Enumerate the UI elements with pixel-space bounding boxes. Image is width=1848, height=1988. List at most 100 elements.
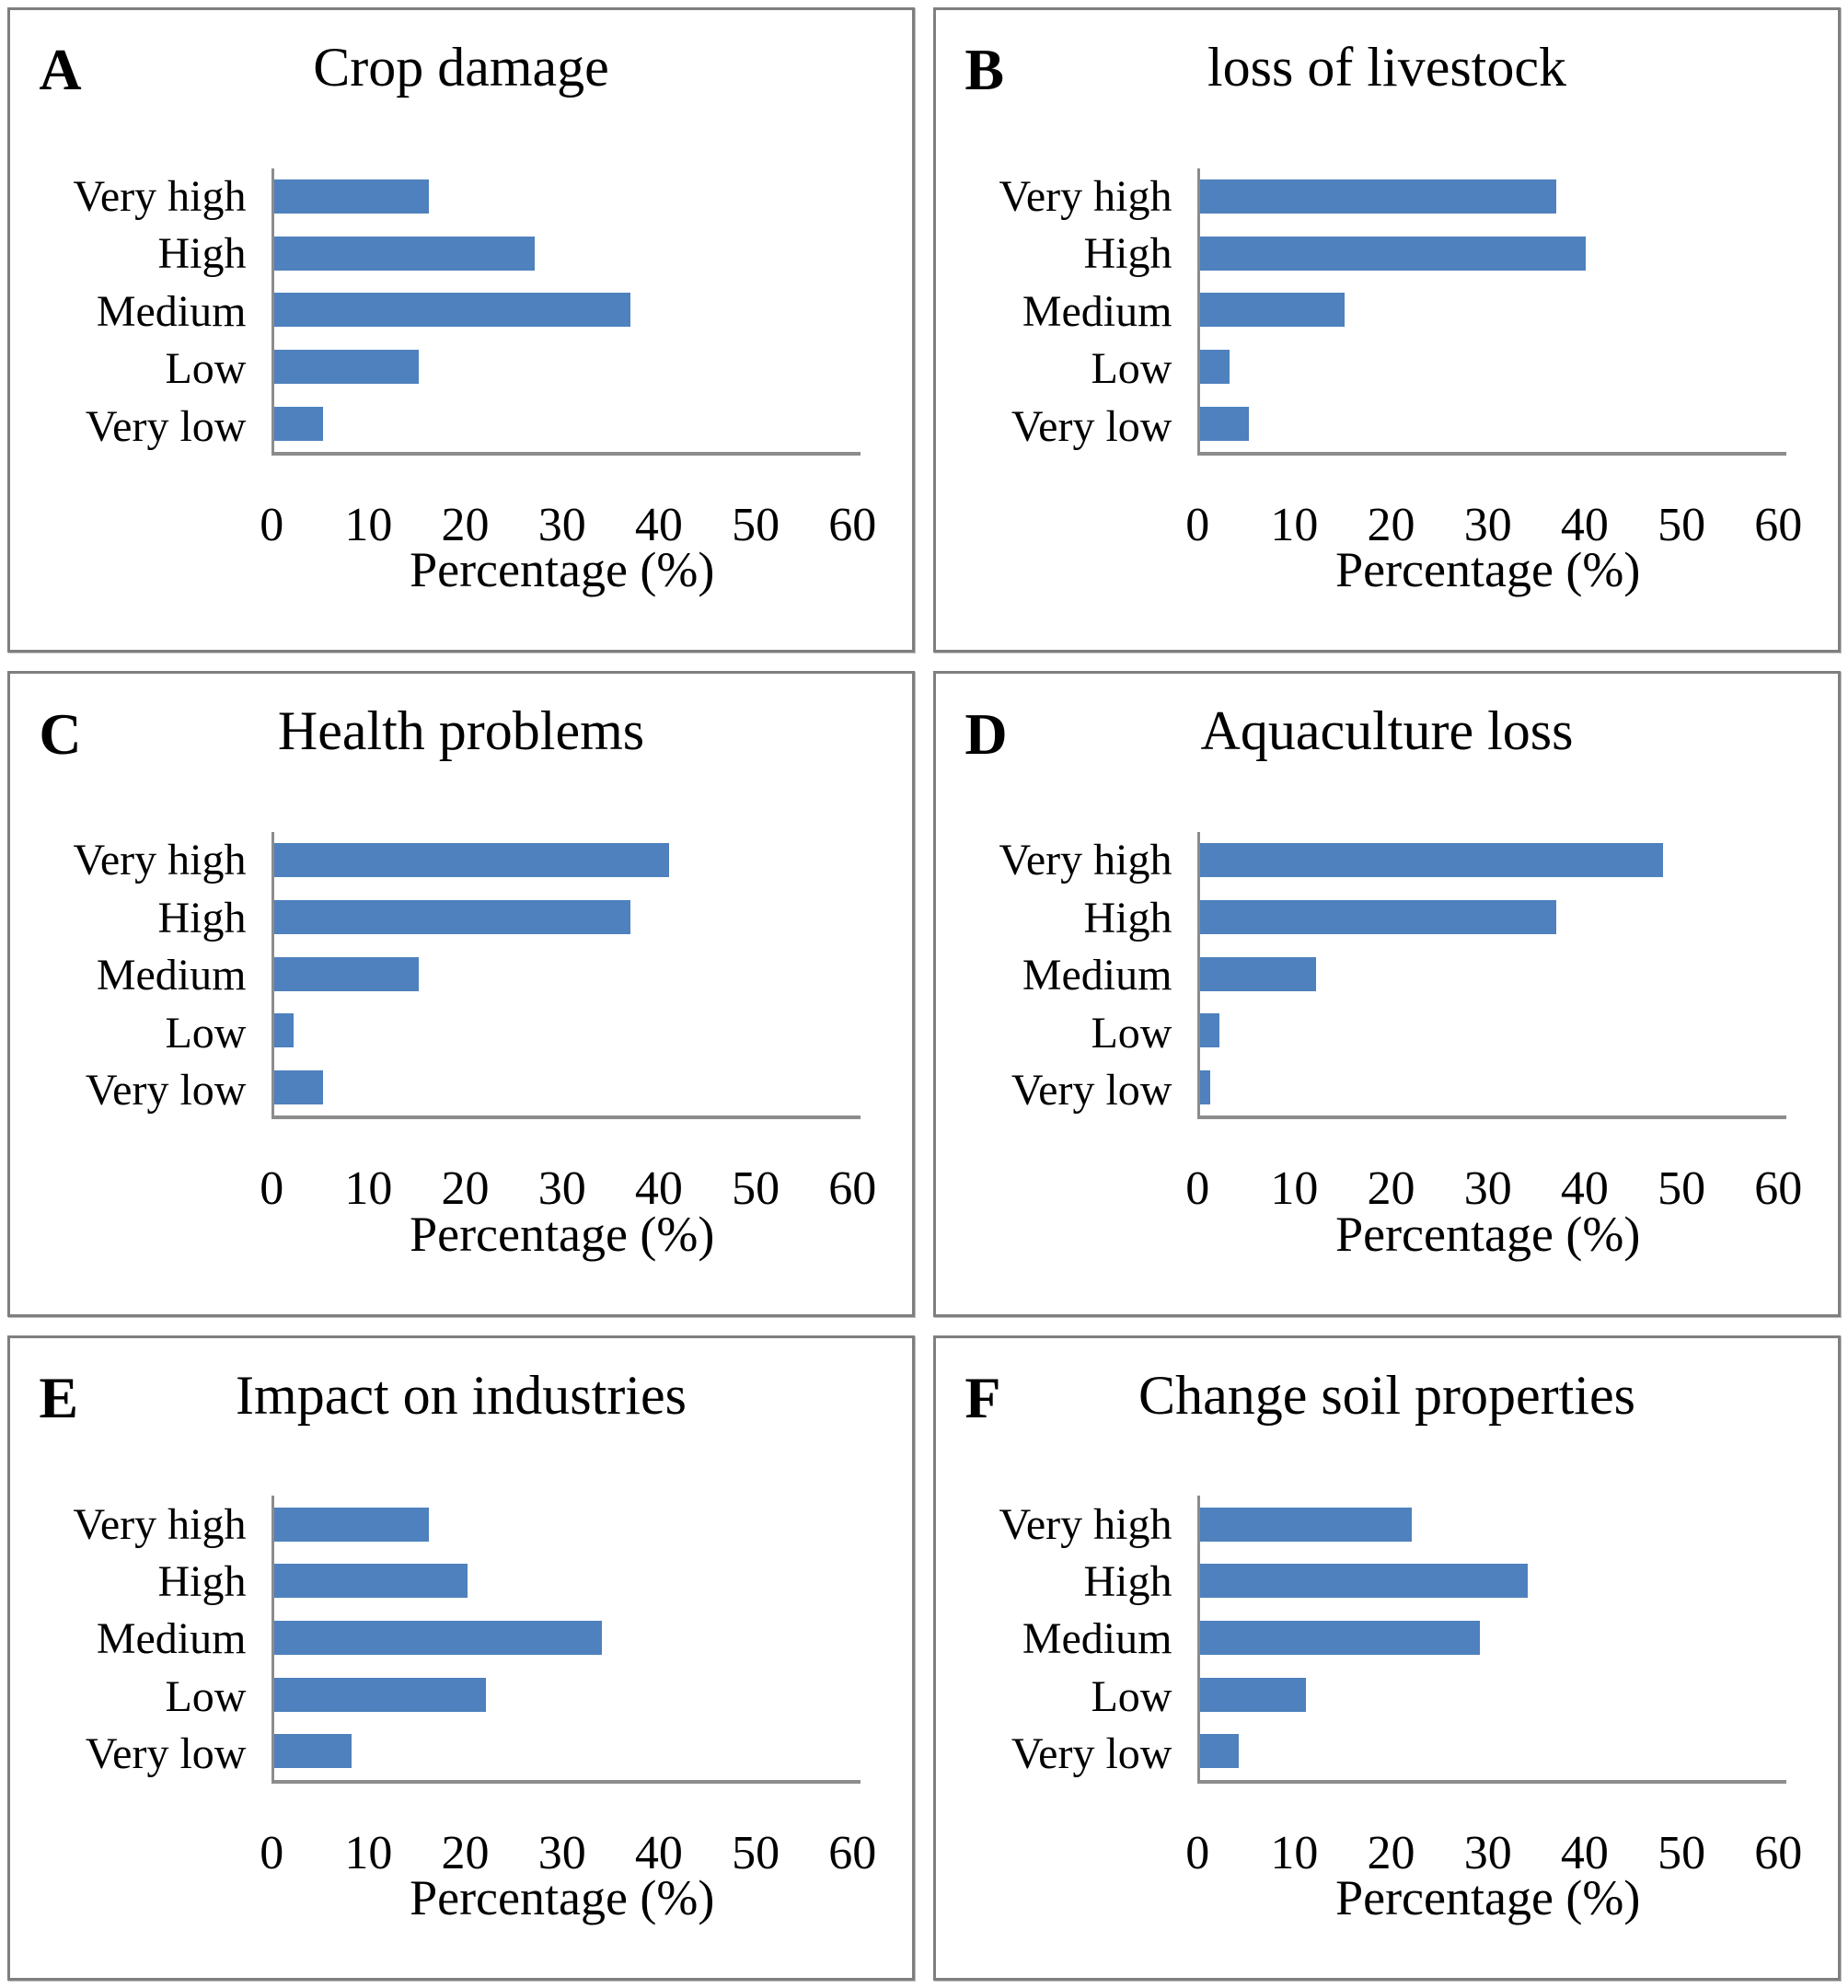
x-tick-label: 30 [1463, 1826, 1512, 1879]
x-tick-label: 20 [441, 1162, 490, 1216]
y-axis-category-labels: Very high High Medium Low Very low [10, 168, 259, 456]
bar [1200, 236, 1586, 271]
x-tick-label: 30 [537, 1826, 586, 1879]
plot-area [271, 1496, 861, 1784]
category-label: Medium [96, 286, 247, 336]
category-label: Very low [85, 401, 247, 451]
chart-panel-d: D Aquaculture loss Very high High Medium Lo… [933, 671, 1841, 1317]
category-label: Very low [1011, 1066, 1172, 1115]
bar [274, 406, 323, 441]
bar-row [1200, 1553, 1778, 1610]
x-tick-label: 40 [1560, 1162, 1609, 1216]
plot-area [1197, 832, 1787, 1120]
category-label: Medium [96, 1614, 247, 1664]
x-axis-title: Percentage (%) [410, 1869, 715, 1925]
panel-letter: C [39, 700, 82, 767]
bar-row [1200, 1002, 1778, 1059]
x-tick-label: 10 [1270, 1826, 1319, 1879]
bar-row [274, 1553, 852, 1610]
x-tick-label: 0 [1185, 1826, 1210, 1879]
bar-row [274, 945, 852, 1002]
bar-row [274, 282, 852, 339]
x-tick-label: 60 [1754, 1162, 1803, 1216]
bar [274, 1677, 487, 1712]
bar [1200, 293, 1346, 328]
x-tick-label: 0 [260, 1826, 284, 1879]
bar-row [1200, 339, 1778, 396]
x-axis-title: Percentage (%) [410, 1206, 715, 1262]
category-label: Medium [1022, 951, 1172, 1000]
category-label: High [157, 893, 247, 942]
x-tick-label: 50 [1657, 499, 1706, 552]
bar-row [274, 1496, 852, 1553]
x-axis-tick-labels: 0 10 20 30 40 50 60 [1185, 1152, 1802, 1213]
category-label: Very high [999, 1499, 1172, 1549]
bar-row [1200, 282, 1778, 339]
panel-letter: F [964, 1365, 1001, 1431]
bar [274, 349, 420, 384]
x-tick-label: 40 [1560, 1826, 1609, 1879]
bar [1200, 1507, 1413, 1542]
bar-row [1200, 168, 1778, 225]
bar-row [1200, 395, 1778, 452]
y-axis-category-labels: Very high High Medium Low Very low [10, 1496, 259, 1783]
x-axis-tick-labels: 0 10 20 30 40 50 60 [1185, 489, 1802, 549]
category-label: Medium [1022, 1614, 1172, 1664]
chart-title: Health problems [277, 700, 645, 762]
x-tick-label: 20 [441, 1826, 490, 1879]
bar-row [1200, 1666, 1778, 1723]
x-tick-label: 20 [1367, 1826, 1415, 1879]
bar-row [1200, 1496, 1778, 1553]
x-tick-label: 0 [260, 1162, 284, 1216]
category-label: Low [165, 1008, 247, 1058]
bar [1200, 1677, 1307, 1712]
x-tick-label: 50 [732, 1162, 780, 1216]
chart-panel-a: A Crop damage Very high High Medium Low Very… [7, 7, 915, 653]
x-tick-label: 20 [1367, 499, 1415, 552]
x-tick-label: 20 [441, 499, 490, 552]
category-label: Very low [85, 1729, 247, 1779]
bar [274, 1069, 323, 1104]
bar-row [274, 1059, 852, 1116]
bar [274, 1013, 295, 1048]
panel-letter: E [39, 1365, 79, 1431]
bars [1200, 832, 1778, 1115]
chart-title: loss of livestock [1207, 36, 1566, 98]
bar [274, 1621, 603, 1655]
chart-title: Crop damage [313, 36, 609, 98]
bar [274, 1507, 429, 1542]
x-tick-label: 60 [828, 1162, 877, 1216]
category-label: Low [1091, 1671, 1172, 1721]
x-tick-label: 30 [537, 499, 586, 552]
bar [274, 1734, 352, 1769]
panel-letter: A [39, 37, 82, 103]
y-axis-category-labels: Very high High Medium Low Very low [936, 168, 1184, 456]
category-label: Very high [73, 171, 247, 221]
bar [1200, 843, 1663, 878]
bar-row [274, 1666, 852, 1723]
category-label: Very high [999, 171, 1172, 221]
category-label: Low [1091, 344, 1172, 394]
x-tick-label: 60 [1754, 499, 1803, 552]
x-tick-label: 0 [260, 499, 284, 552]
figure-grid: A Crop damage Very high High Medium Low Very… [7, 7, 1841, 1981]
chart-panel-c: C Health problems Very high High Medium Low… [7, 671, 915, 1317]
x-tick-label: 60 [828, 1826, 877, 1879]
x-axis-tick-labels: 0 10 20 30 40 50 60 [260, 1152, 876, 1213]
x-tick-label: 0 [1185, 1162, 1210, 1216]
x-tick-label: 50 [1657, 1826, 1706, 1879]
chart-panel-b: B loss of livestock Very high High Medium L… [933, 7, 1841, 653]
bar [274, 293, 631, 328]
x-tick-label: 10 [344, 1826, 393, 1879]
chart-panel-f: F Change soil properties Very high High Me… [933, 1335, 1841, 1981]
y-axis-category-labels: Very high High Medium Low Very low [936, 832, 1184, 1119]
x-tick-label: 30 [537, 1162, 586, 1216]
bars [1200, 168, 1778, 452]
bars [1200, 1496, 1778, 1779]
bar-row [274, 1002, 852, 1059]
x-axis-title: Percentage (%) [1335, 542, 1641, 598]
bar-row [1200, 1059, 1778, 1116]
chart-title: Aquaculture loss [1200, 700, 1574, 762]
y-axis-category-labels: Very high High Medium Low Very low [10, 832, 259, 1119]
x-tick-label: 30 [1463, 1162, 1512, 1216]
